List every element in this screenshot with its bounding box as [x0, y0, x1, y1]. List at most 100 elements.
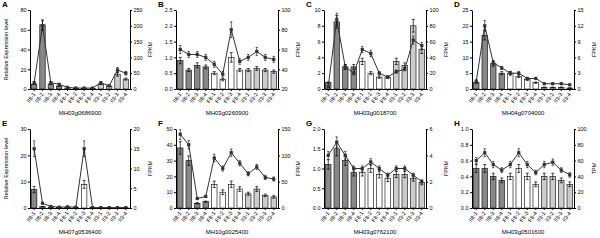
- bar: [368, 73, 374, 89]
- y2-tick: 15: [130, 146, 140, 152]
- bar: [490, 64, 496, 89]
- x-axis-title: MH03g0260900: [206, 110, 249, 116]
- chart-container: 020406080050100150200250II8-1II8-2II8-3I…: [0, 0, 600, 238]
- y-tick: 60: [20, 27, 30, 33]
- y2-tick-mark: [426, 155, 428, 156]
- line-error-bar: [205, 54, 207, 60]
- chart-svg: 020406080050100150200250II8-1II8-2II8-3I…: [0, 0, 600, 238]
- y-tick-mark: [322, 129, 324, 130]
- y-tick: 10: [462, 55, 472, 61]
- y2-tick-label: 15: [134, 146, 140, 152]
- y-tick-mark: [470, 192, 472, 193]
- line-marker: [395, 167, 398, 170]
- y-tick: 10: [314, 7, 324, 13]
- x-axis: II8-1II8-2II8-3II8-4F8-1F8-2F8-3F8-4II3-…: [467, 208, 574, 223]
- y-tick: 1.0: [165, 55, 176, 61]
- bar: [473, 169, 479, 209]
- x-tick-mark: [510, 89, 511, 91]
- line-error-bar: [509, 161, 511, 167]
- line-marker: [420, 180, 423, 183]
- x-tick-mark: [413, 208, 414, 210]
- y-tick: 1.0: [461, 126, 472, 132]
- x-tick-mark: [561, 208, 562, 210]
- y-tick-mark: [174, 208, 176, 209]
- y2-tick-label: 80: [578, 142, 584, 148]
- line-error-bar: [378, 166, 380, 171]
- x-tick-mark: [379, 208, 380, 210]
- line-marker: [33, 147, 36, 150]
- bar-error-bar: [255, 67, 258, 71]
- bar: [359, 172, 365, 208]
- plot-area: [177, 129, 276, 208]
- line: [328, 19, 422, 86]
- y2-axis: 03691215: [574, 7, 584, 92]
- y2-tick-label: 9: [578, 39, 581, 45]
- line-error-bar: [475, 80, 477, 82]
- line-error-bar: [412, 36, 414, 44]
- y-tick-label: 10: [314, 7, 320, 13]
- y-tick-label: 0: [169, 205, 172, 211]
- y2-tick: 10: [130, 166, 140, 172]
- bar-error-bar: [509, 173, 512, 179]
- bar-error-bar: [221, 78, 224, 81]
- bar: [228, 184, 234, 208]
- line-marker: [369, 52, 372, 55]
- x-tick-mark: [42, 208, 43, 210]
- panel: 051015202503691215II8-1II8-2II8-3II8-4F8…: [454, 0, 597, 116]
- line-marker: [66, 86, 69, 89]
- x-tick-mark: [501, 208, 502, 210]
- x-tick-mark: [197, 89, 198, 91]
- line-marker: [247, 172, 250, 175]
- y-tick-label: 25: [462, 7, 468, 13]
- y2-tick-label: 100: [282, 7, 291, 13]
- line-marker: [517, 151, 520, 154]
- line-marker: [41, 24, 44, 27]
- line-marker: [74, 86, 77, 89]
- line-error-bar: [501, 66, 503, 69]
- y-tick: 10: [166, 189, 176, 195]
- x-tick-mark: [214, 208, 215, 210]
- y2-tick-label: 40: [578, 174, 584, 180]
- bar-error-bar: [327, 160, 330, 169]
- bar: [186, 161, 192, 208]
- y2-tick: 50: [130, 70, 140, 76]
- x-axis: II8-1II8-2II8-3II8-4F8-1F8-2F8-3F8-4II3-…: [467, 89, 574, 104]
- line-error-bar: [526, 161, 528, 167]
- bar-error-bar: [492, 173, 495, 179]
- line-marker: [124, 72, 127, 75]
- line-marker: [543, 82, 546, 85]
- y-tick-label: 8: [317, 23, 320, 29]
- bar-error-bar: [247, 192, 250, 195]
- y2-tick: 40: [278, 67, 288, 73]
- x-tick-label: II3-4: [265, 210, 276, 222]
- bar: [541, 87, 547, 89]
- line-marker: [255, 165, 258, 168]
- bar: [123, 79, 128, 89]
- bar: [271, 197, 277, 208]
- x-tick-mark: [379, 89, 380, 91]
- x-tick-mark: [59, 208, 60, 210]
- line-marker: [344, 65, 347, 68]
- x-tick-mark: [273, 208, 274, 210]
- y-tick: 2.5: [165, 7, 176, 13]
- bar-error-bar: [369, 165, 372, 173]
- line-error-bar: [273, 56, 275, 62]
- y2-axis-title: FPKM: [443, 160, 449, 176]
- y2-tick: 3: [574, 70, 581, 76]
- line-marker: [395, 70, 398, 73]
- y2-tick-label: 60: [282, 47, 288, 53]
- line-marker: [369, 160, 372, 163]
- line: [476, 26, 570, 85]
- line-error-bar: [205, 195, 207, 197]
- line-marker: [568, 173, 571, 176]
- x-tick-mark: [404, 89, 405, 91]
- y2-axis: 0246: [426, 126, 433, 211]
- bar: [271, 72, 277, 89]
- y-axis-line: [472, 130, 473, 209]
- x-tick-mark: [527, 208, 528, 210]
- line-error-bar: [526, 77, 528, 79]
- line-marker: [403, 68, 406, 71]
- y-tick-mark: [174, 192, 176, 193]
- y-tick: 5: [465, 70, 472, 76]
- x-axis-line: [473, 89, 575, 90]
